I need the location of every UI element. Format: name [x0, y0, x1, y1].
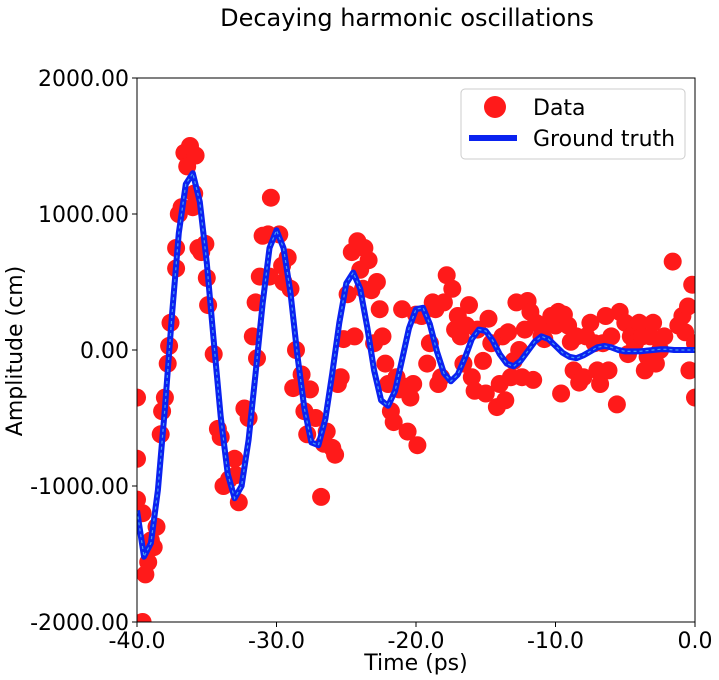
- x-tick-label: -40.0: [109, 629, 166, 654]
- data-point: [679, 297, 695, 316]
- y-tick-label: 0.00: [80, 339, 129, 364]
- y-tick-label: -2000.00: [30, 611, 129, 636]
- data-point: [137, 613, 152, 622]
- data-point: [434, 293, 453, 312]
- data-point: [474, 351, 492, 370]
- data-point: [527, 313, 545, 332]
- data-point: [552, 384, 571, 403]
- data-point: [137, 490, 146, 509]
- data-point: [646, 354, 665, 373]
- data-point: [460, 296, 478, 315]
- data-point: [367, 273, 386, 291]
- data-point: [686, 388, 695, 407]
- data-point: [370, 300, 389, 319]
- data-point: [683, 275, 695, 294]
- x-tick-label: -20.0: [388, 629, 445, 654]
- data-point: [524, 370, 543, 389]
- data-point: [373, 327, 392, 346]
- data-point: [376, 354, 395, 373]
- ground-truth-line: [137, 170, 695, 560]
- chart-title: Decaying harmonic oscillations: [220, 4, 594, 32]
- y-axis-label: Amplitude (cm): [3, 266, 28, 436]
- data-point: [437, 266, 456, 285]
- data-point: [479, 309, 498, 328]
- legend-data-marker: [484, 96, 506, 118]
- plot-frame: [136, 77, 696, 623]
- data-layer: [137, 137, 695, 622]
- data-point: [574, 368, 593, 387]
- y-tick-label: -1000.00: [30, 475, 129, 500]
- data-point: [443, 279, 462, 298]
- data-point: [384, 413, 403, 432]
- legend-ground-truth-label: Ground truth: [533, 127, 675, 152]
- data-point: [496, 391, 515, 410]
- data-point: [137, 388, 146, 407]
- data-point: [641, 327, 660, 346]
- data-point: [186, 146, 205, 165]
- plot-clip-group: [137, 137, 695, 622]
- data-point: [680, 361, 695, 380]
- data-point: [630, 313, 649, 332]
- data-point: [225, 449, 244, 468]
- data-point: [616, 313, 635, 332]
- x-tick-label: 0.0: [678, 629, 713, 654]
- data-point: [476, 384, 495, 403]
- data-point: [408, 436, 427, 455]
- data-point: [398, 422, 417, 441]
- data-point: [418, 354, 437, 373]
- data-point: [602, 327, 621, 346]
- y-tick-label: 2000.00: [38, 67, 129, 92]
- legend-box: [460, 88, 686, 160]
- data-point: [462, 368, 481, 387]
- data-point: [581, 313, 600, 332]
- data-point: [644, 313, 663, 332]
- data-point: [663, 252, 682, 271]
- data-point: [404, 375, 423, 393]
- data-point: [345, 327, 364, 346]
- y-tick-label: 1000.00: [38, 203, 129, 228]
- legend-data-label: Data: [533, 96, 586, 121]
- data-point: [607, 395, 626, 414]
- data-point: [284, 379, 303, 398]
- data-point: [137, 449, 146, 468]
- data-point: [655, 327, 674, 346]
- data-point: [401, 388, 420, 407]
- data-point: [306, 409, 325, 427]
- ticks-layer: -40.0 -30.0 -20.0 -10.0 0.0 -2000.00 -1000.00 0…: [30, 67, 712, 654]
- x-tick-label: -30.0: [248, 629, 305, 654]
- data-point: [591, 375, 610, 393]
- data-point: [326, 445, 345, 464]
- x-tick-label: -10.0: [527, 629, 584, 654]
- data-point: [599, 361, 618, 380]
- legend: Data Ground truth: [460, 88, 686, 160]
- x-axis-label: Time (ps): [363, 651, 467, 676]
- data-point: [312, 487, 331, 506]
- data-point: [596, 307, 615, 325]
- data-point: [331, 368, 350, 387]
- data-point: [261, 188, 280, 207]
- data-point: [393, 300, 412, 319]
- data-point: [499, 323, 518, 342]
- data-point: [359, 251, 378, 270]
